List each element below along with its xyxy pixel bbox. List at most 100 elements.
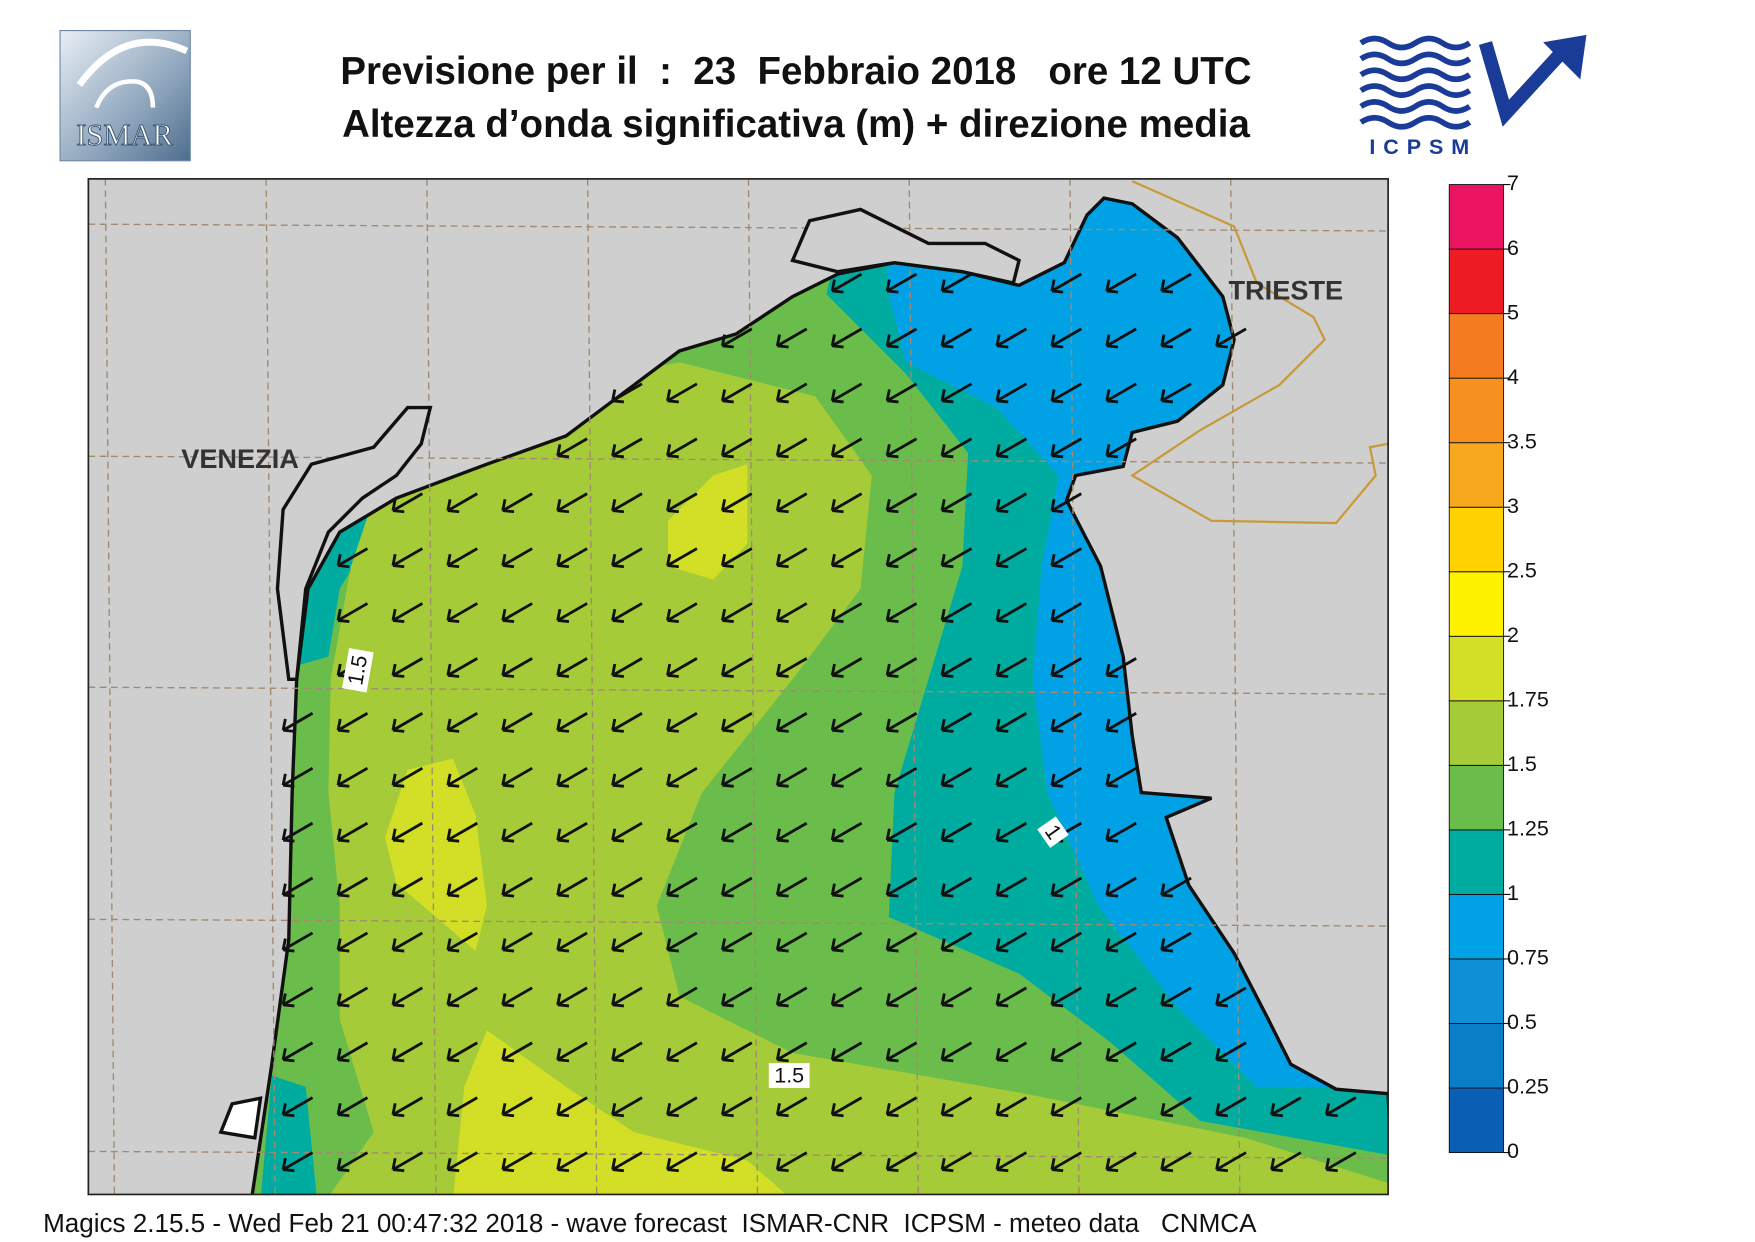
- arrow: [281, 931, 314, 953]
- arrow: [281, 1096, 314, 1118]
- wave-band: [385, 758, 487, 952]
- arrow: [885, 986, 918, 1008]
- arrow: [830, 876, 863, 898]
- arrow: [721, 547, 753, 569]
- colorbar-label: 0: [1507, 1139, 1519, 1163]
- arrow: [885, 712, 918, 733]
- arrow: [995, 657, 1028, 678]
- arrow: [995, 876, 1028, 898]
- arrow: [1050, 492, 1082, 514]
- contour-label: 1.5: [342, 648, 374, 693]
- arrow: [501, 492, 533, 514]
- arrow: [556, 657, 588, 678]
- arrow: [336, 1041, 369, 1063]
- colorbar-label: 5: [1507, 300, 1519, 324]
- arrow: [995, 712, 1028, 733]
- arrow: [501, 657, 533, 678]
- arrow: [666, 602, 698, 623]
- arrow: [336, 876, 369, 898]
- arrow: [775, 1041, 808, 1063]
- parallel: [88, 1150, 1389, 1159]
- arrow: [666, 821, 698, 843]
- lagoon: [790, 207, 1022, 286]
- arrow: [940, 986, 973, 1008]
- arrow: [1105, 712, 1137, 733]
- direction-arrows: [281, 272, 1357, 1173]
- arrow: [995, 766, 1028, 788]
- arrow: [446, 986, 478, 1008]
- arrow: [775, 876, 808, 898]
- arrow: [721, 327, 753, 349]
- arrow: [1050, 657, 1082, 678]
- map: [88, 178, 1389, 1195]
- arrow: [995, 382, 1028, 404]
- contour-label: 1: [1037, 816, 1069, 848]
- wave-band: [294, 362, 1389, 1195]
- arrow: [995, 1151, 1028, 1173]
- arrow: [995, 1041, 1028, 1063]
- colorbar-swatch: [1448, 571, 1505, 637]
- arrow: [391, 547, 424, 569]
- arrow: [940, 712, 973, 733]
- arrow: [1105, 766, 1137, 788]
- coastline: [250, 196, 1389, 1195]
- arrow: [1160, 931, 1192, 953]
- parallel: [88, 686, 1389, 695]
- arrow: [666, 1151, 698, 1173]
- arrow: [556, 492, 588, 514]
- colorbar-swatch: [1448, 313, 1505, 379]
- arrow: [1105, 931, 1137, 953]
- arrow: [1270, 1096, 1302, 1118]
- arrow: [940, 437, 973, 459]
- arrow: [611, 766, 643, 788]
- colorbar-label: 3.5: [1507, 429, 1537, 453]
- contour-label-text: 1.5: [343, 653, 372, 687]
- arrow: [775, 327, 808, 349]
- arrow: [775, 657, 808, 678]
- arrow: [281, 766, 314, 788]
- arrow: [1105, 382, 1137, 404]
- parallel: [88, 918, 1389, 927]
- arrow: [391, 821, 424, 843]
- arrow: [1105, 1041, 1137, 1063]
- arrow: [391, 931, 424, 953]
- arrow: [666, 492, 698, 514]
- arrow: [940, 821, 973, 843]
- arrow: [446, 1041, 478, 1063]
- arrow: [556, 876, 588, 898]
- arrow: [775, 766, 808, 788]
- colorbar-label: 7: [1507, 171, 1519, 195]
- arrow: [1105, 986, 1137, 1008]
- arrow: [1050, 766, 1082, 788]
- colorbar-label: 1: [1507, 881, 1519, 905]
- arrow: [391, 1041, 424, 1063]
- arrow: [1105, 437, 1137, 459]
- colorbar-swatch: [1448, 442, 1505, 508]
- arrow: [1325, 1096, 1357, 1118]
- map-frame: [87, 178, 1389, 1196]
- arrow: [995, 547, 1028, 569]
- arrow: [1105, 1096, 1137, 1118]
- arrow: [830, 657, 863, 678]
- arrow: [446, 492, 478, 514]
- island: [218, 1096, 263, 1140]
- arrow: [501, 1151, 533, 1173]
- arrow: [830, 1151, 863, 1173]
- venice-lagoon: [275, 405, 433, 682]
- arrow: [391, 1096, 424, 1118]
- arrow: [446, 602, 478, 623]
- arrow: [885, 657, 918, 678]
- arrow: [1160, 876, 1192, 898]
- arrow: [336, 712, 369, 733]
- arrow: [940, 1096, 973, 1118]
- arrow: [556, 712, 588, 733]
- arrow: [556, 602, 588, 623]
- arrow: [666, 547, 698, 569]
- arrow: [666, 437, 698, 459]
- border: [1130, 180, 1389, 525]
- colorbar-label: 0.25: [1507, 1075, 1549, 1099]
- arrow: [446, 1151, 478, 1173]
- arrow: [391, 602, 424, 623]
- arrow: [721, 1041, 753, 1063]
